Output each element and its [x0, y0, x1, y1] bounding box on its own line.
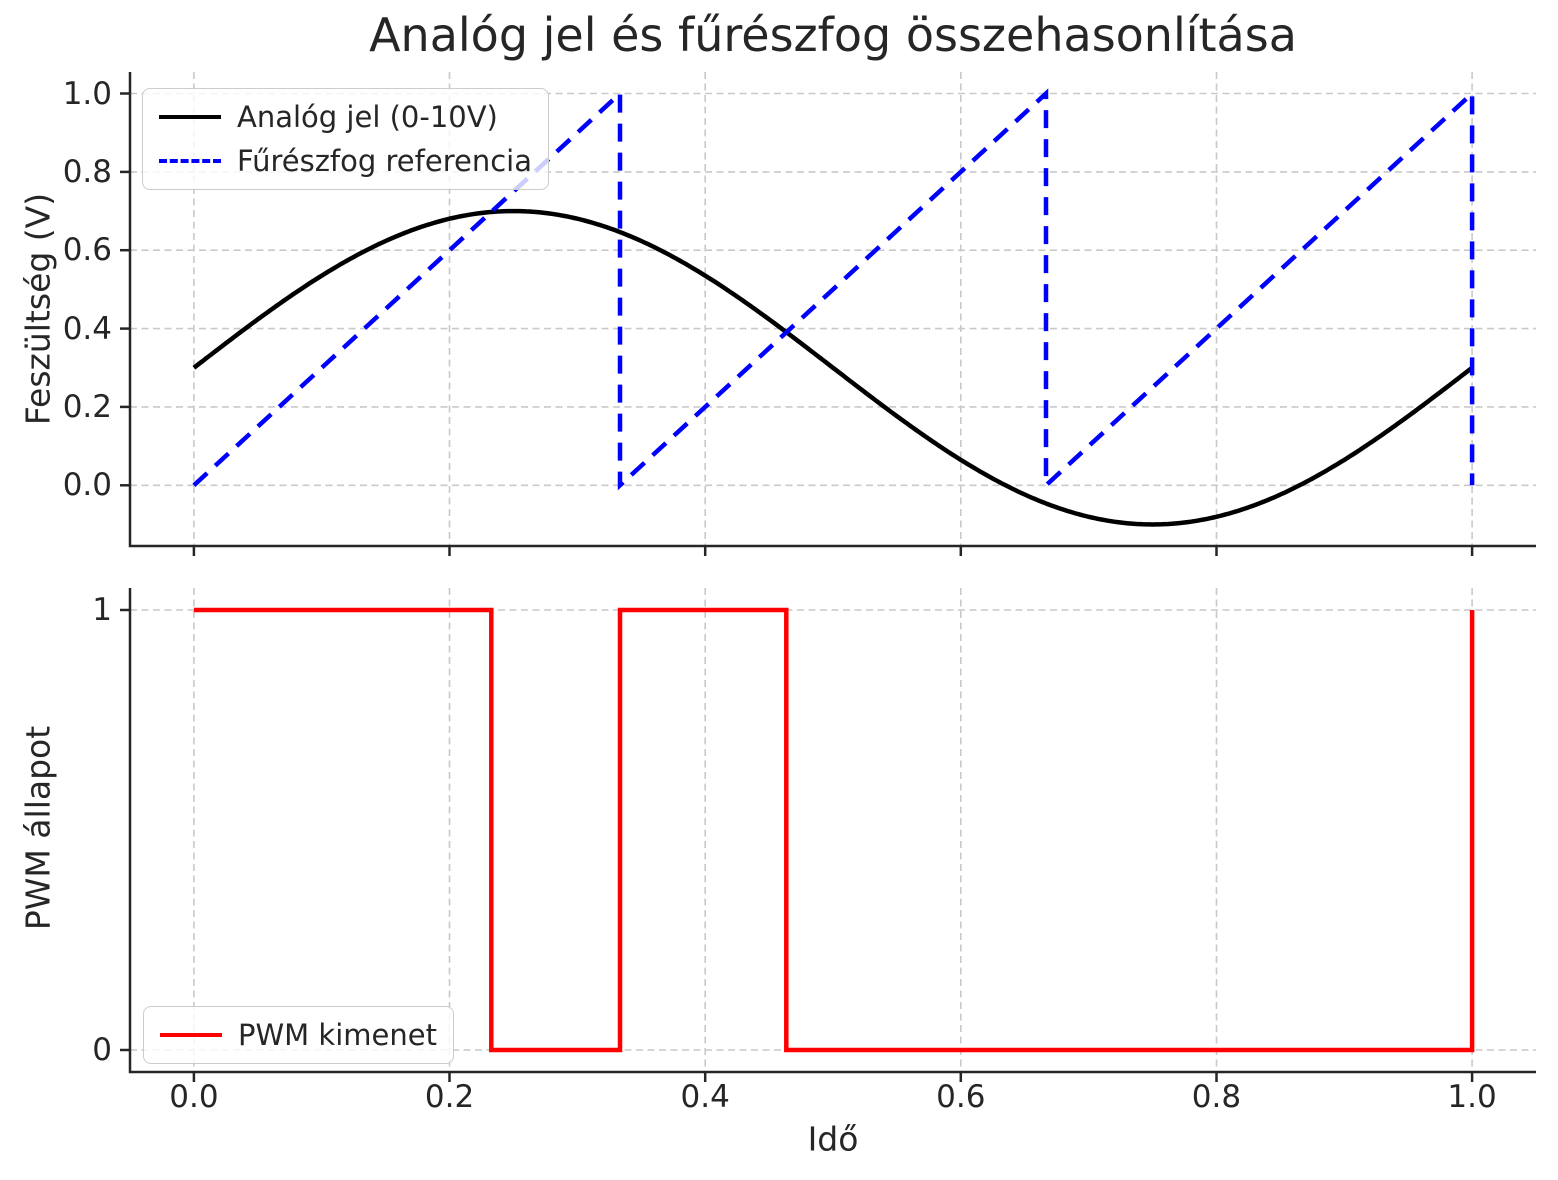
- ylabel-top: Feszültség (V): [18, 192, 58, 426]
- legend-bottom: PWM kimenet: [143, 1006, 454, 1064]
- xlabel: Idő: [807, 1119, 859, 1159]
- series-line: [192, 88, 1475, 491]
- legend-entry-sawtooth: Fűrészfog referencia: [159, 141, 532, 181]
- legend-label-pwm: PWM kimenet: [238, 1018, 437, 1052]
- legend-top: Analóg jel (0-10V) Fűrészfog referencia: [142, 88, 549, 190]
- y-tick-label: 1: [92, 592, 112, 628]
- x-tick-label: 0.2: [424, 1079, 475, 1115]
- series-line: [193, 607, 1475, 1053]
- sawtooth-line-sample: [159, 159, 221, 163]
- x-tick-label: 1.0: [1447, 1079, 1497, 1115]
- chart-title: Analóg jel és fűrészfog összehasonlítása: [369, 8, 1297, 62]
- series-line: [192, 208, 1474, 527]
- x-tick-label: 0.0: [169, 1079, 219, 1115]
- y-tick-label: 1.0: [62, 75, 112, 112]
- axes-spines: [128, 72, 1536, 548]
- y-tick-label: 0.8: [62, 153, 112, 190]
- y-tick-label: 0.2: [62, 388, 112, 425]
- legend-label-sawtooth: Fűrészfog referencia: [237, 144, 532, 178]
- legend-entry-pwm: PWM kimenet: [160, 1015, 437, 1055]
- x-tick-label: 0.8: [1191, 1079, 1242, 1115]
- ylabel-bottom: PWM állapot: [18, 725, 58, 931]
- axes-spines: [128, 588, 1536, 1074]
- y-tick-label: 0: [92, 1032, 112, 1068]
- y-tick-label: 0.0: [62, 467, 112, 504]
- legend-label-analog: Analóg jel (0-10V): [237, 100, 498, 134]
- y-tick-label: 0.4: [62, 310, 112, 347]
- x-tick-label: 0.4: [680, 1079, 730, 1115]
- legend-entry-analog: Analóg jel (0-10V): [159, 97, 532, 137]
- x-tick-label: 0.6: [936, 1079, 986, 1115]
- pwm-line-sample: [160, 1033, 222, 1037]
- analog-line-sample: [159, 115, 221, 119]
- y-tick-label: 0.6: [62, 232, 112, 269]
